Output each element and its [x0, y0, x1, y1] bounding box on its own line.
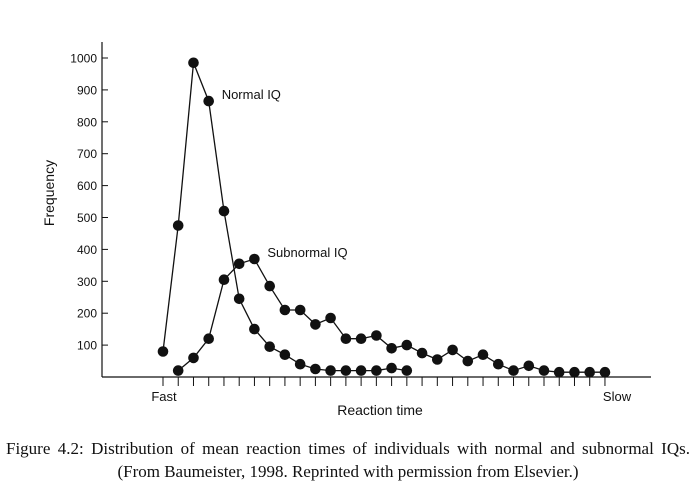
subnormal-iq-point [264, 280, 276, 292]
reaction-time-chart: 100 200 300 400 500 600 700 800 900 1000 Normal I… [41, 42, 651, 418]
subnormal-iq-point [355, 333, 367, 345]
y-tick-label: 700 [77, 147, 97, 161]
series-layer: Normal IQ Subnormal IQ [157, 57, 611, 378]
x-start-label: Fast [151, 389, 177, 404]
subnormal-iq-point [310, 319, 321, 330]
subnormal-iq-point [447, 344, 458, 356]
y-tick-label: 600 [77, 179, 97, 193]
subnormal-iq-point [340, 333, 352, 345]
x-axis-ticks [162, 377, 606, 386]
subnormal-iq-point [508, 365, 519, 376]
y-tick-label: 200 [77, 307, 97, 321]
y-tick-label: 900 [77, 83, 97, 97]
subnormal-iq-point [203, 333, 214, 345]
subnormal-iq-point [386, 343, 397, 354]
subnormal-iq-point [462, 355, 474, 367]
normal-iq-point [401, 365, 413, 376]
normal-iq-point [310, 363, 321, 375]
subnormal-iq-point [584, 366, 595, 378]
normal-iq-label: Normal IQ [222, 87, 281, 102]
normal-iq-point [203, 95, 214, 107]
subnormal-iq-point [218, 274, 230, 286]
normal-iq-point [279, 349, 291, 361]
subnormal-iq-point [416, 347, 428, 359]
normal-iq-point [233, 293, 245, 305]
subnormal-iq-point [188, 352, 199, 364]
subnormal-iq-point [569, 366, 580, 378]
subnormal-iq-point [432, 354, 443, 365]
subnormal-iq-point [401, 339, 413, 351]
y-tick-label: 400 [77, 243, 97, 257]
y-tick-label: 100 [77, 339, 97, 353]
series-normal-iq: Normal IQ [157, 57, 413, 376]
figure-caption: Figure 4.2: Distribution of mean reactio… [6, 439, 690, 481]
series-subnormal-iq: Subnormal IQ [172, 245, 611, 378]
axes [101, 42, 651, 378]
y-tick-label: 800 [77, 115, 97, 129]
x-axis-title: Reaction time [337, 402, 423, 418]
subnormal-iq-point [249, 253, 260, 265]
normal-iq-line [162, 62, 407, 372]
subnormal-iq-line [177, 258, 605, 373]
subnormal-iq-point [493, 358, 504, 370]
subnormal-iq-point [538, 365, 550, 376]
normal-iq-point [340, 365, 352, 376]
subnormal-iq-point [477, 349, 489, 361]
normal-iq-point [157, 346, 169, 357]
subnormal-iq-point [172, 365, 184, 376]
normal-iq-point [218, 205, 230, 217]
subnormal-iq-point [553, 366, 565, 378]
subnormal-iq-point [233, 258, 245, 270]
normal-iq-point [294, 358, 306, 370]
subnormal-iq-point [599, 366, 611, 378]
normal-iq-point [371, 365, 382, 376]
y-tick-label: 500 [77, 211, 97, 225]
normal-iq-point [386, 362, 397, 374]
subnormal-iq-point [279, 304, 291, 316]
subnormal-iq-label: Subnormal IQ [267, 245, 347, 260]
y-axis-title: Frequency [41, 160, 57, 226]
normal-iq-point [172, 220, 184, 231]
y-axis-ticks: 100 200 300 400 500 600 700 800 900 1000 [70, 52, 108, 353]
y-tick-label: 300 [77, 275, 97, 289]
normal-iq-point [355, 365, 367, 376]
subnormal-iq-point [294, 304, 306, 316]
normal-iq-point [264, 341, 276, 353]
normal-iq-point [249, 323, 260, 335]
normal-iq-point [325, 365, 336, 376]
normal-iq-point [188, 57, 199, 69]
y-tick-label: 1000 [70, 52, 97, 66]
subnormal-iq-point [523, 360, 535, 372]
subnormal-iq-point [325, 312, 336, 324]
x-end-label: Slow [603, 389, 632, 404]
subnormal-iq-point [371, 330, 382, 341]
